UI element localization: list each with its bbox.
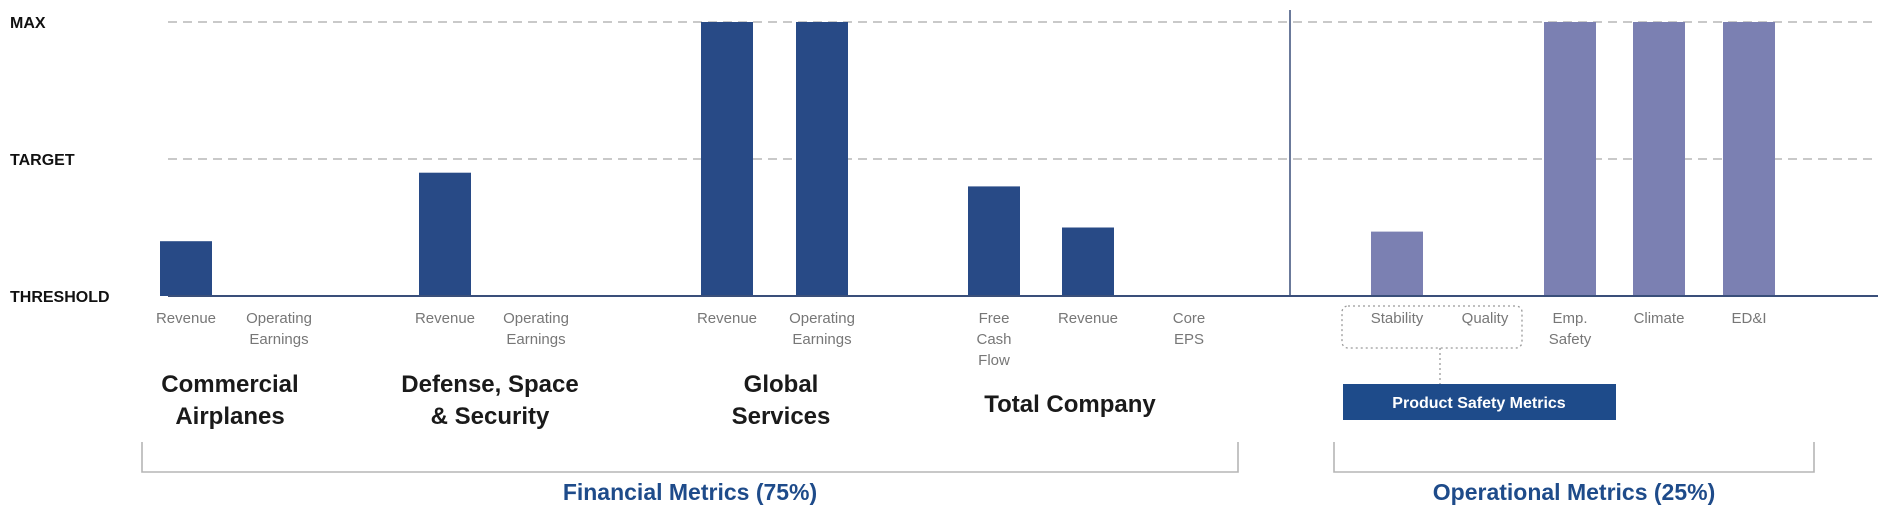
product-safety-badge <box>1343 384 1616 420</box>
group-label: Defense, Space <box>401 371 578 398</box>
category-label: Climate <box>1634 310 1685 327</box>
product-safety-badge-label: Product Safety Metrics <box>1392 395 1565 412</box>
category-label: Free <box>979 310 1010 327</box>
group-label: Services <box>732 403 831 430</box>
y-level-label-threshold: THRESHOLD <box>10 289 110 306</box>
category-label: Revenue <box>156 310 216 327</box>
group-label: Commercial <box>161 371 298 398</box>
category-label: Core <box>1173 310 1206 327</box>
bar-operational <box>1371 231 1423 296</box>
category-label: Safety <box>1549 331 1592 348</box>
bar-financial <box>419 172 471 296</box>
category-label: EPS <box>1174 331 1204 348</box>
group-label: Total Company <box>984 391 1156 418</box>
section-bracket <box>141 442 1239 473</box>
group-label: Airplanes <box>175 403 284 430</box>
y-level-label-max: MAX <box>10 15 46 32</box>
bar-financial <box>796 22 848 296</box>
category-label: Operating <box>503 310 569 327</box>
section-label: Operational Metrics (25%) <box>1433 479 1715 505</box>
category-label: Operating <box>789 310 855 327</box>
section-label: Financial Metrics (75%) <box>563 479 817 505</box>
bar-financial <box>968 186 1020 296</box>
y-level-label-target: TARGET <box>10 152 75 169</box>
category-label: ED&I <box>1731 310 1766 327</box>
category-label: Operating <box>246 310 312 327</box>
bar-financial <box>1062 227 1114 296</box>
group-label: Global <box>744 371 819 398</box>
bar-financial <box>160 241 212 296</box>
category-label: Quality <box>1462 310 1509 327</box>
bar-financial <box>701 22 753 296</box>
category-label: Cash <box>976 331 1011 348</box>
category-label: Earnings <box>792 331 851 348</box>
group-label: & Security <box>431 403 550 430</box>
category-label: Emp. <box>1552 310 1587 327</box>
bar-operational <box>1633 22 1685 296</box>
bar-operational <box>1723 22 1775 296</box>
category-label: Earnings <box>249 331 308 348</box>
category-label: Stability <box>1371 310 1424 327</box>
category-label: Revenue <box>415 310 475 327</box>
bar-operational <box>1544 22 1596 296</box>
category-label: Flow <box>978 352 1010 369</box>
category-label: Revenue <box>697 310 757 327</box>
product-safety-bracket <box>1341 305 1523 349</box>
category-label: Earnings <box>506 331 565 348</box>
section-bracket <box>1333 442 1815 473</box>
category-label: Revenue <box>1058 310 1118 327</box>
